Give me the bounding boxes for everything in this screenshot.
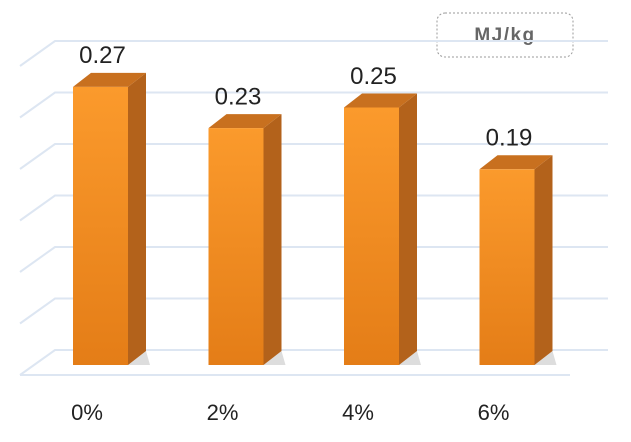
bar-front [73,86,128,366]
grid [19,40,608,376]
data-label: 0.27 [79,42,126,69]
bar-top [73,72,146,87]
bar [479,155,557,365]
x-tick-label: 2% [207,400,239,425]
bar-shadow [534,351,557,365]
bar [73,72,150,366]
bar-side [534,155,553,365]
bars: 0% 0.27 2% 0.23 4% 0.25 6% 0.19 [71,42,557,425]
bar-top [344,93,417,108]
x-tick-label: 6% [478,400,510,425]
unit-label: MJ/kg [474,25,535,46]
bar-side [399,93,417,365]
bar-top [208,114,282,129]
bar-shadow [263,351,286,365]
data-label: 0.25 [350,63,397,90]
data-label: 0.19 [486,125,533,152]
x-tick-label: 4% [342,400,374,425]
bar-shadow [128,351,150,365]
grid-line [19,246,608,273]
bar [208,114,286,365]
bar-front [344,107,399,365]
unit-box [436,12,574,58]
bar-shadow [399,351,421,365]
grid-line [19,349,608,376]
grid-line [19,297,608,325]
grid-line [19,143,608,170]
grid-line [19,40,608,67]
x-tick-label: 0% [71,400,103,425]
bar [344,93,421,365]
bar-front [479,169,535,365]
grid-line [19,91,608,119]
bar-top [479,155,553,170]
bar-front [208,128,264,365]
bar-side [263,114,282,365]
data-label: 0.23 [215,83,262,110]
bar-side [128,72,146,366]
grid-line [19,194,608,222]
